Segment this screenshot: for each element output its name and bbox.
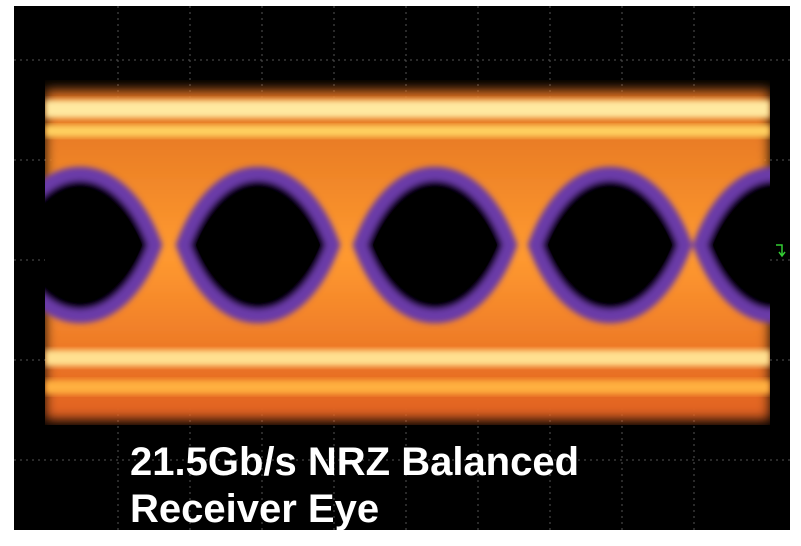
trigger-marker (776, 244, 786, 258)
caption-line: Receiver Eye (130, 487, 379, 531)
caption-line: 21.5Gb/s NRZ Balanced (130, 440, 579, 484)
eye-diagram (45, 90, 770, 420)
